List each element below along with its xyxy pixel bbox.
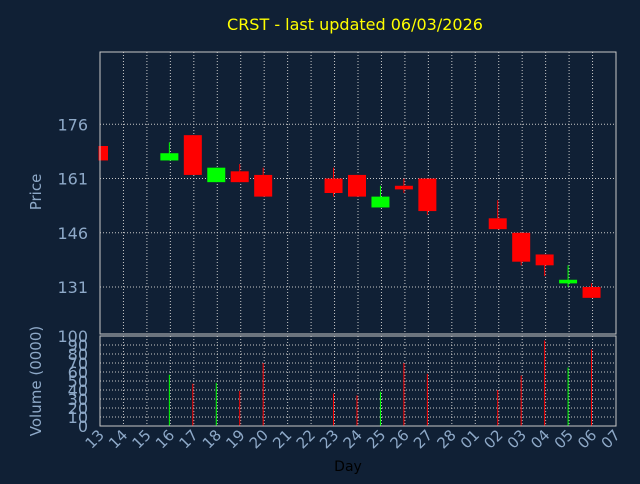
- price-tick-labels: 131 146 161 176: [57, 115, 88, 297]
- candle-body: [488, 218, 507, 230]
- candle: [488, 200, 507, 230]
- candle-body: [160, 153, 179, 161]
- candle: [535, 254, 554, 277]
- candle-body: [512, 232, 531, 262]
- candle: [160, 142, 179, 161]
- volume-bars: [168, 340, 593, 426]
- candle: [254, 167, 273, 197]
- chart-title: CRST - last updated 06/03/2026: [227, 15, 483, 34]
- candle-body: [371, 196, 390, 208]
- volume-axis-label: Volume (0000): [27, 326, 45, 436]
- candle: [512, 232, 531, 266]
- candle-body: [230, 171, 249, 183]
- x-tick-labels: 1314151617181920212223242526272801020304…: [82, 426, 624, 452]
- candle-body: [394, 185, 413, 190]
- candle-body: [324, 178, 343, 193]
- candles: [98, 135, 601, 298]
- volume-tick-label: 50: [68, 372, 88, 391]
- volume-plot-frame: [99, 335, 617, 427]
- candle: [371, 185, 390, 208]
- volume-tick-label: 0: [78, 417, 88, 436]
- candle: [559, 265, 578, 287]
- price-tick-label: 161: [57, 170, 88, 189]
- candle-body: [254, 174, 273, 197]
- candle: [324, 167, 343, 197]
- candle-body: [207, 167, 226, 183]
- candle-body: [183, 135, 202, 175]
- candle-body: [100, 146, 108, 161]
- volume-tick-label: 70: [68, 354, 88, 373]
- candle-body: [348, 174, 366, 197]
- candle-body: [559, 279, 578, 284]
- price-axis-label: Price: [27, 174, 45, 211]
- candle: [348, 174, 366, 197]
- candle: [183, 135, 202, 175]
- candle: [230, 164, 249, 183]
- volume-tick-label: 90: [68, 336, 88, 355]
- volume-tick-label: 20: [68, 399, 88, 418]
- volume-tick-label: 30: [68, 390, 88, 409]
- grid-lines: [99, 52, 617, 427]
- candle-body: [418, 178, 437, 212]
- price-tick-label: 146: [57, 224, 88, 243]
- candle-body: [582, 287, 601, 298]
- candle: [98, 146, 108, 161]
- price-plot-frame: [99, 51, 617, 335]
- volume-tick-label: 60: [68, 363, 88, 382]
- candle: [394, 178, 413, 193]
- volume-tick-label: 80: [68, 345, 88, 364]
- price-tick-label: 131: [57, 278, 88, 297]
- candle-body: [535, 254, 554, 266]
- volume-tick-label: 100: [57, 327, 88, 346]
- plot-frames: [99, 51, 617, 427]
- volume-tick-label: 10: [68, 408, 88, 427]
- candle: [418, 178, 437, 215]
- candle: [582, 283, 601, 298]
- candle: [207, 167, 226, 183]
- volume-tick-label: 40: [68, 381, 88, 400]
- x-axis-label: Day: [334, 459, 362, 475]
- price-tick-label: 176: [57, 115, 88, 134]
